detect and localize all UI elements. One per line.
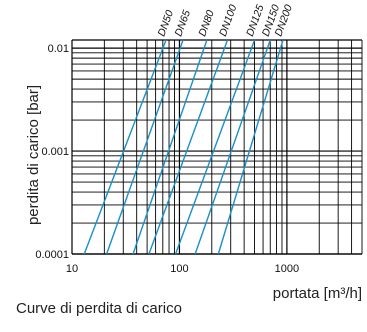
x-axis-label: portata [m³/h] xyxy=(273,285,362,302)
series-lines xyxy=(83,39,284,255)
series-line-dn125 xyxy=(174,39,256,255)
series-label-dn100: DN100 xyxy=(217,3,240,38)
series-line-dn80 xyxy=(132,39,208,255)
x-tick-label: 1000 xyxy=(275,263,299,275)
y-tick-label: 0.001 xyxy=(41,146,69,158)
series-line-dn100 xyxy=(148,39,229,255)
series-line-dn200 xyxy=(217,39,284,255)
y-tick-label: 0.0001 xyxy=(35,249,69,261)
series-line-dn50 xyxy=(83,39,167,255)
figure-caption: Curve di perdita di carico xyxy=(16,300,182,317)
y-axis-label: perdita di carico [bar] xyxy=(25,85,42,225)
grid xyxy=(71,39,363,255)
series-line-dn65 xyxy=(105,39,184,255)
x-tick-label: 100 xyxy=(170,263,188,275)
series-label-dn80: DN80 xyxy=(196,9,217,38)
y-tick-label: 0.01 xyxy=(48,43,69,55)
x-tick-label: 10 xyxy=(66,263,78,275)
tick-labels: 10 100 1000 0.0001 0.001 0.01 xyxy=(35,43,299,275)
series-line-dn150 xyxy=(194,39,271,255)
